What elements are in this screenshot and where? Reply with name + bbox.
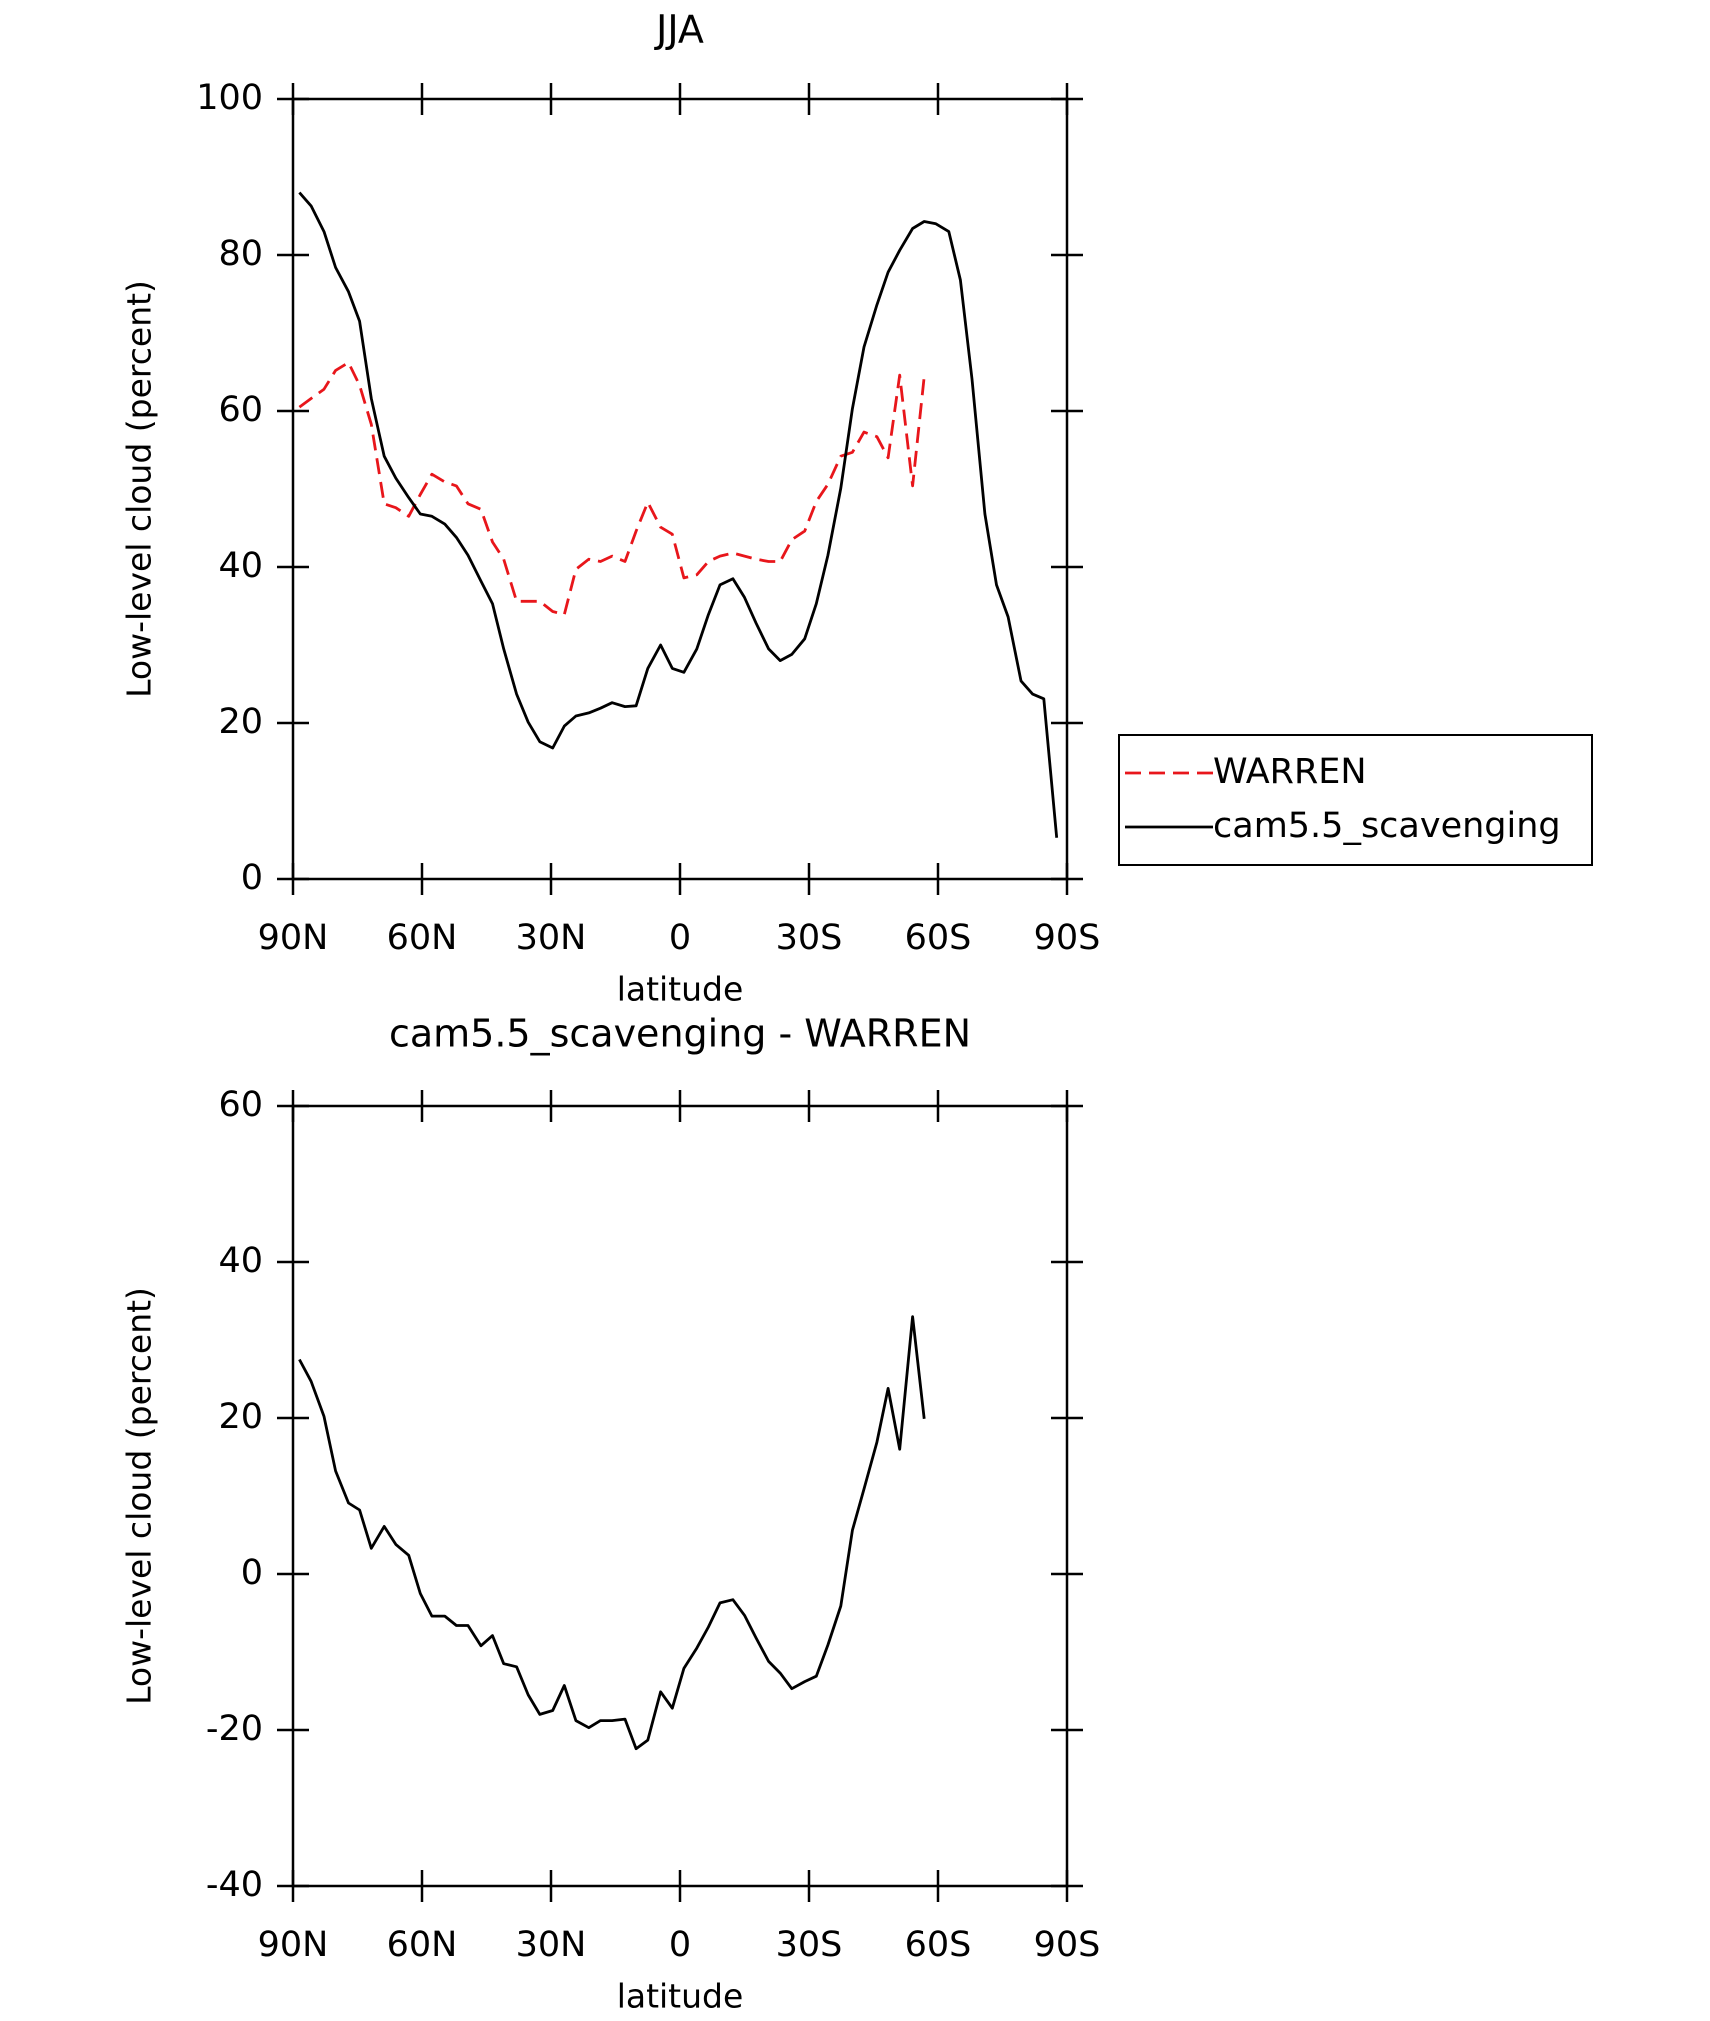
x-tick-label: 60N [387,1925,458,1965]
x-tick-label: 0 [669,1925,691,1965]
y-tick-label: 20 [218,1397,263,1437]
x-tick-label: 90S [1034,1925,1101,1965]
x-tick-label: 90S [1034,918,1101,958]
data-line [298,191,1059,838]
y-axis-label: Low-level cloud (percent) [120,1287,159,1705]
x-tick-label: 30N [516,918,587,958]
chart-title: cam5.5_scavenging - WARREN [389,1012,971,1056]
plot-frame [291,1104,1069,1888]
y-tick-label: 60 [218,1085,263,1125]
legend-box [1118,734,1593,866]
legend-label: cam5.5_scavenging [1213,806,1561,846]
plot-frame [291,97,1069,881]
y-tick-label: 80 [218,234,263,274]
y-tick-label: -40 [206,1865,263,1905]
y-tick-label: 40 [218,546,263,586]
x-tick-label: 60S [905,1925,972,1965]
y-tick-label: 0 [241,858,263,898]
y-tick-label: 60 [218,390,263,430]
x-tick-label: 90N [258,918,329,958]
data-line [298,1315,926,1751]
y-tick-label: 100 [196,78,263,118]
y-tick-label: -20 [206,1709,263,1749]
x-tick-label: 90N [258,1925,329,1965]
x-axis-label: latitude [617,970,744,1009]
legend-label: WARREN [1213,752,1367,792]
x-tick-label: 30S [776,1925,843,1965]
x-tick-label: 60N [387,918,458,958]
x-tick-label: 60S [905,918,972,958]
x-tick-label: 30S [776,918,843,958]
y-tick-label: 0 [241,1553,263,1593]
x-tick-label: 30N [516,1925,587,1965]
chart-title: JJA [654,8,704,52]
x-axis-label: latitude [617,1977,744,2016]
y-tick-label: 40 [218,1241,263,1281]
data-line [298,361,926,616]
y-tick-label: 20 [218,702,263,742]
y-axis-label: Low-level cloud (percent) [120,280,159,698]
x-tick-label: 0 [669,918,691,958]
